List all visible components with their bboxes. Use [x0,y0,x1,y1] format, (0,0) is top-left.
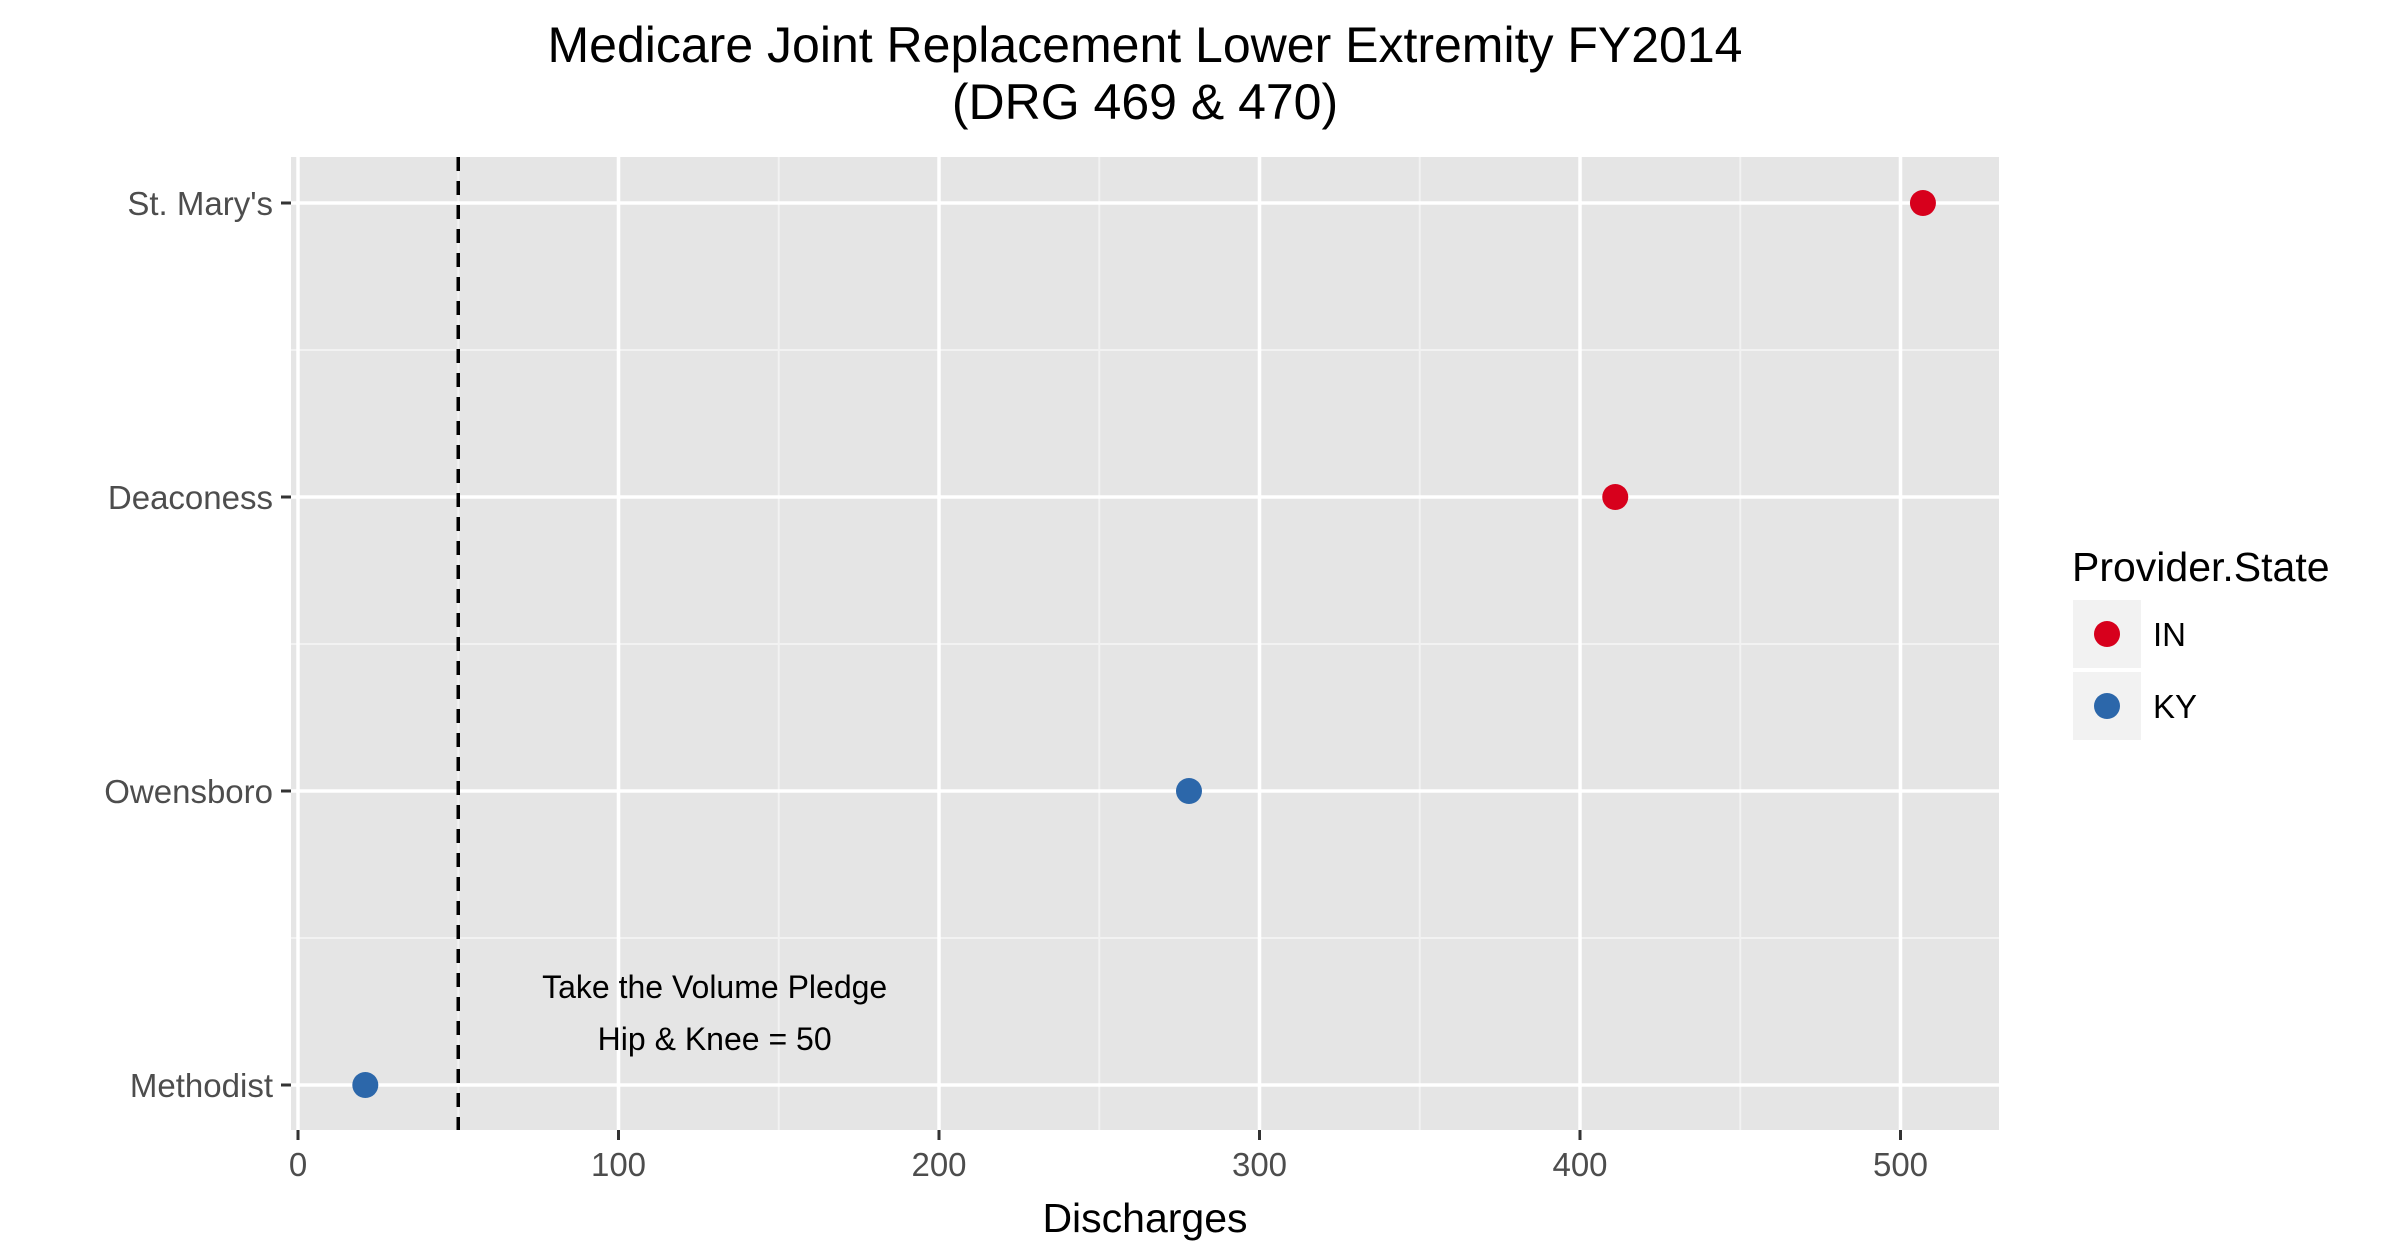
legend-swatch [2094,693,2120,719]
chart-title-line-2: (DRG 469 & 470) [952,74,1338,130]
gridlines [291,157,1999,1130]
annotation-line-2: Hip & Knee = 50 [598,1021,832,1057]
x-tick-label: 200 [911,1146,966,1183]
chart-title-line-1: Medicare Joint Replacement Lower Extremi… [548,17,1743,73]
x-tick-label: 300 [1232,1146,1287,1183]
legend-label: IN [2153,616,2186,653]
annotation: Take the Volume Pledge Hip & Knee = 50 [542,969,887,1057]
annotation-line-1: Take the Volume Pledge [542,969,887,1005]
x-tick-label: 100 [591,1146,646,1183]
y-tick-label: Deaconess [108,479,273,516]
y-tick-label: Methodist [130,1067,273,1104]
data-point [1175,778,1202,804]
legend-title: Provider.State [2072,544,2330,590]
x-tick-label: 400 [1552,1146,1607,1183]
data-point [1909,190,1936,216]
data-point [1602,484,1629,510]
y-tick-label: Owensboro [104,773,273,810]
legend: Provider.State IN KY [2072,544,2330,740]
data-points [352,190,1936,1098]
legend-label: KY [2153,688,2197,725]
y-tick-label: St. Mary's [127,185,273,222]
x-axis-title: Discharges [1042,1195,1247,1241]
x-tick-label: 500 [1873,1146,1928,1183]
legend-swatch [2094,621,2120,647]
axes: 0 100 200 300 400 500 Methodist Owensboro Deacon… [104,185,1928,1183]
x-tick-label: 0 [289,1146,307,1183]
data-point [352,1072,379,1098]
